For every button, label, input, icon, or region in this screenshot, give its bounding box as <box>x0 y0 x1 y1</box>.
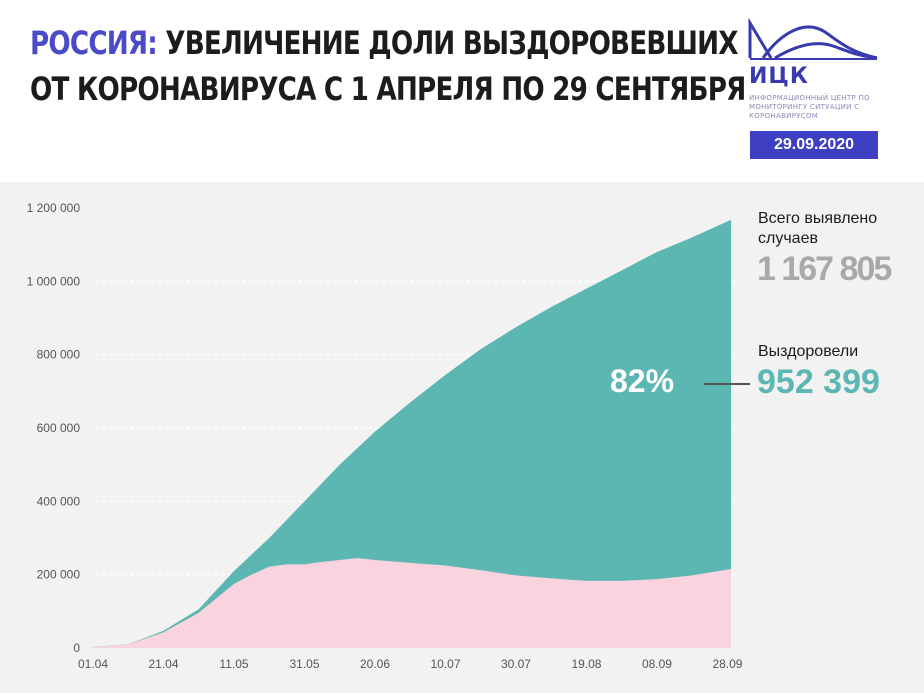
recovered-value: 952 399 <box>757 363 880 401</box>
x-tick-label: 19.08 <box>571 657 601 671</box>
x-tick-label: 01.04 <box>78 657 108 671</box>
y-axis-ticks: 0 200 000 400 000 600 000 800 000 1 000 000 1 … <box>27 201 81 655</box>
area-active-cases <box>93 558 731 648</box>
x-tick-label: 11.05 <box>219 657 248 671</box>
logo-name: ИЦК <box>749 64 809 89</box>
title-line-1-text: УВЕЛИЧЕНИЕ ДОЛИ ВЫЗДОРОВЕВШИХ <box>156 24 738 62</box>
y-tick-label: 400 000 <box>37 494 81 508</box>
x-tick-label: 28.09 <box>712 657 742 671</box>
title-country: РОССИЯ: <box>30 24 158 62</box>
y-tick-label: 600 000 <box>37 421 81 435</box>
x-tick-label: 08.09 <box>642 657 672 671</box>
connector-line <box>704 383 750 385</box>
x-axis-ticks: 01.04 21.04 11.05 31.05 20.06 10.07 30.07 19.08… <box>78 657 743 671</box>
total-cases-label: Всего выявлено случаев <box>758 210 878 247</box>
x-tick-label: 10.07 <box>430 657 460 671</box>
area-total-cases <box>93 219 731 648</box>
x-tick-label: 31.05 <box>289 657 319 671</box>
y-tick-label: 1 000 000 <box>27 274 81 288</box>
logo-description: ИНФОРМАЦИОННЫЙ ЦЕНТР ПО МОНИТОРИНГУ СИТУ… <box>749 94 870 120</box>
y-tick-label: 0 <box>73 641 80 655</box>
header: РОССИЯ: УВЕЛИЧЕНИЕ ДОЛИ ВЫЗДОРОВЕВШИХ ОТ… <box>0 0 924 182</box>
title-line-1: РОССИЯ: УВЕЛИЧЕНИЕ ДОЛИ ВЫЗДОРОВЕВШИХ <box>30 20 745 66</box>
page-title: РОССИЯ: УВЕЛИЧЕНИЕ ДОЛИ ВЫЗДОРОВЕВШИХ ОТ… <box>30 20 746 112</box>
date-badge: 29.09.2020 <box>750 131 878 159</box>
title-line-2: ОТ КОРОНАВИРУСА С 1 АПРЕЛЯ ПО 29 СЕНТЯБР… <box>30 70 746 108</box>
logo: ИЦК ИНФОРМАЦИОННЫЙ ЦЕНТР ПО МОНИТОРИНГУ … <box>745 17 885 120</box>
x-tick-label: 30.07 <box>501 657 531 671</box>
x-tick-label: 21.04 <box>148 657 178 671</box>
recovered-label: Выздоровели <box>758 343 859 360</box>
total-cases-value: 1 167 805 <box>757 250 892 288</box>
x-tick-label: 20.06 <box>360 657 390 671</box>
recovered-percent: 82% <box>610 363 675 399</box>
y-tick-label: 200 000 <box>37 568 81 582</box>
y-tick-label: 800 000 <box>37 348 81 362</box>
y-tick-label: 1 200 000 <box>27 201 81 215</box>
logo-mountain-icon <box>748 17 878 60</box>
